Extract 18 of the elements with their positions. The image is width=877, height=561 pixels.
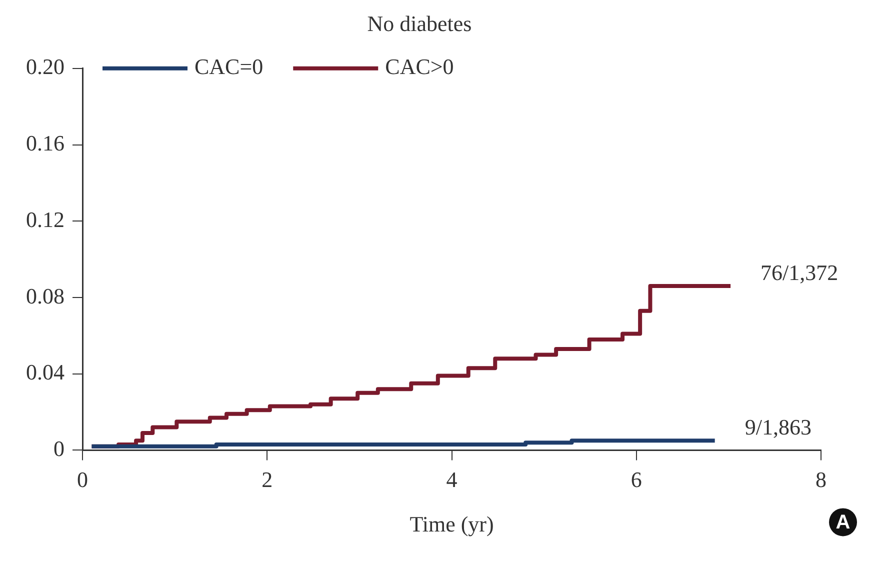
x-tick-label: 6 xyxy=(630,467,642,492)
y-tick-label: 0.12 xyxy=(26,206,64,232)
y-tick-label: 0 xyxy=(54,436,64,461)
y-tick-label: 0.20 xyxy=(26,54,64,80)
legend-label: CAC>0 xyxy=(385,54,454,80)
legend-label: CAC=0 xyxy=(194,54,264,80)
x-tick-label: 2 xyxy=(262,467,273,492)
x-tick-label: 8 xyxy=(816,467,826,492)
y-tick-label: 0.16 xyxy=(26,130,64,156)
chart-title: No diabetes xyxy=(367,10,472,36)
annotation: 76/1,372 xyxy=(760,260,838,285)
text: A xyxy=(836,512,850,534)
x-tick-label: 4 xyxy=(446,467,458,492)
x-axis-title: Time (yr) xyxy=(410,512,494,537)
x-tick-label: 0 xyxy=(77,467,88,492)
y-tick-label: 0.08 xyxy=(26,283,64,308)
y-tick-label: 0.04 xyxy=(26,360,64,385)
annotation: 9/1,863 xyxy=(744,414,812,440)
